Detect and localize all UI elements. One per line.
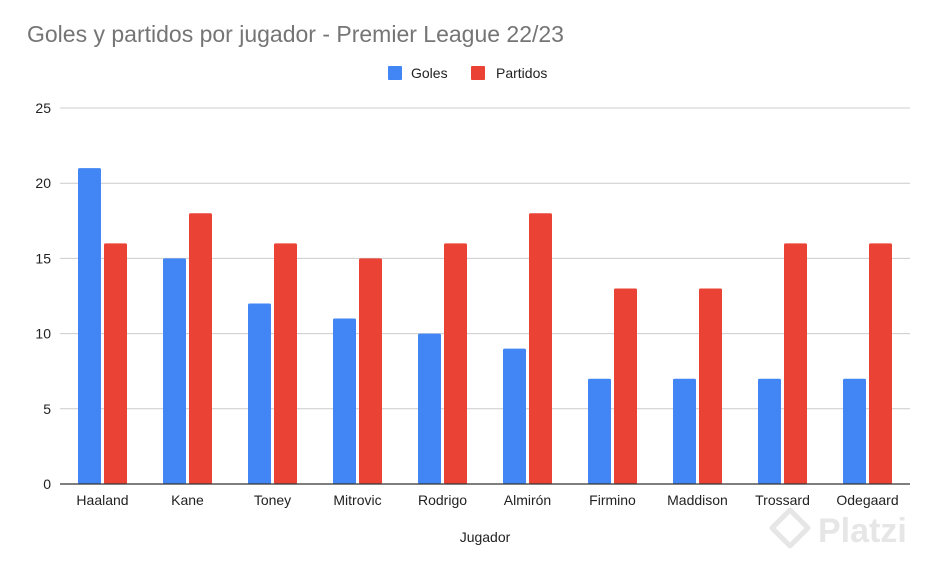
y-axis-ticks: 0 5 10 15 20 25 (35, 100, 51, 492)
legend-label-goles: Goles (411, 65, 448, 81)
bar-goles-5 (418, 333, 441, 484)
y-tick-label: 5 (43, 401, 51, 417)
legend-swatch-partidos (471, 66, 485, 80)
bar-goles-1 (78, 168, 101, 484)
y-tick-label: 25 (35, 100, 51, 116)
bar-partidos-3 (274, 243, 297, 484)
bar-goles-7 (588, 378, 611, 484)
x-tick-label: Maddison (667, 492, 728, 508)
bar-partidos-6 (529, 213, 552, 484)
y-tick-label: 15 (35, 250, 51, 266)
bar-partidos-9 (784, 243, 807, 484)
bar-goles-10 (843, 378, 866, 484)
bar-partidos-8 (699, 288, 722, 484)
gridlines (60, 107, 910, 410)
x-tick-label: Almirón (504, 492, 551, 508)
bar-partidos-1 (104, 243, 127, 484)
x-tick-label: Mitrovic (333, 492, 381, 508)
bar-partidos-4 (359, 258, 382, 484)
x-tick-label: Odegaard (836, 492, 898, 508)
platzi-logo-icon (769, 507, 811, 549)
bar-partidos-2 (189, 213, 212, 484)
bar-goles-6 (503, 348, 526, 484)
bars (78, 168, 892, 484)
watermark: Platzi (769, 507, 907, 550)
y-tick-label: 10 (35, 326, 51, 342)
x-tick-label: Haaland (76, 492, 128, 508)
x-axis-label: Jugador (460, 529, 511, 545)
x-tick-label: Kane (171, 492, 204, 508)
bar-partidos-7 (614, 288, 637, 484)
legend-swatch-goles (388, 66, 402, 80)
chart-title: Goles y partidos por jugador - Premier L… (27, 21, 564, 47)
bar-goles-4 (333, 318, 356, 484)
bar-goles-3 (248, 303, 271, 484)
watermark-text: Platzi (818, 512, 907, 550)
x-tick-label: Firmino (589, 492, 636, 508)
bar-partidos-10 (869, 243, 892, 484)
bar-goles-9 (758, 378, 781, 484)
x-tick-label: Rodrigo (418, 492, 467, 508)
x-tick-label: Trossard (755, 492, 810, 508)
x-tick-label: Toney (254, 492, 291, 508)
bar-goles-8 (673, 378, 696, 484)
x-axis-ticks: Haaland Kane Toney Mitrovic Rodrigo Almirón Fi… (76, 492, 898, 508)
y-tick-label: 20 (35, 175, 51, 191)
legend: Goles Partidos (388, 65, 547, 81)
bar-partidos-5 (444, 243, 467, 484)
legend-label-partidos: Partidos (496, 65, 547, 81)
y-tick-label: 0 (43, 476, 51, 492)
bar-goles-2 (163, 258, 186, 484)
